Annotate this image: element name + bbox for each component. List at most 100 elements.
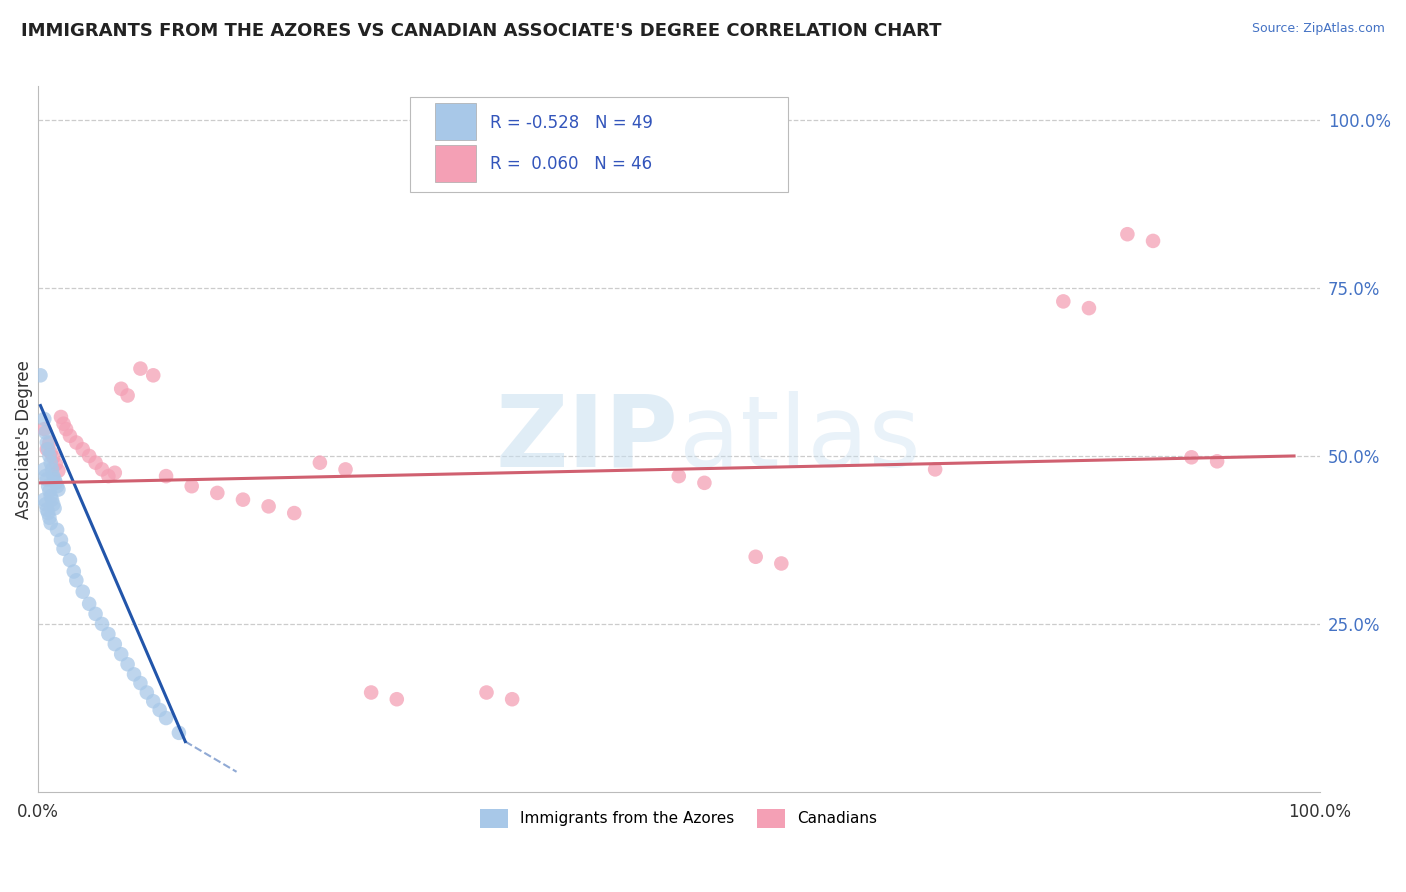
Point xyxy=(1052,294,1074,309)
Point xyxy=(475,685,498,699)
Point xyxy=(49,409,72,424)
Point xyxy=(283,506,305,520)
Text: atlas: atlas xyxy=(679,391,921,488)
Point xyxy=(501,692,523,706)
Point xyxy=(46,479,69,493)
Point xyxy=(35,502,58,516)
Point xyxy=(48,464,70,478)
Point xyxy=(42,469,65,483)
Point xyxy=(37,506,59,520)
Point xyxy=(62,565,84,579)
Point xyxy=(1206,454,1229,468)
Point xyxy=(309,456,332,470)
Point xyxy=(52,417,75,431)
Point xyxy=(104,466,127,480)
Point xyxy=(49,533,72,547)
Point xyxy=(45,475,67,490)
Point xyxy=(39,516,62,531)
Point xyxy=(142,694,165,708)
Point xyxy=(149,703,172,717)
Point xyxy=(97,627,120,641)
Point xyxy=(180,479,202,493)
Point xyxy=(37,479,59,493)
Point xyxy=(122,667,145,681)
Text: R = -0.528   N = 49: R = -0.528 N = 49 xyxy=(491,113,654,131)
Point xyxy=(39,456,62,470)
Point xyxy=(65,574,87,588)
Point xyxy=(135,685,157,699)
Point xyxy=(91,462,114,476)
Bar xyxy=(436,145,477,182)
Text: R =  0.060   N = 46: R = 0.060 N = 46 xyxy=(491,155,652,173)
Point xyxy=(129,361,152,376)
Point xyxy=(77,597,100,611)
Point xyxy=(59,553,82,567)
Point xyxy=(30,368,52,383)
Point xyxy=(84,456,107,470)
Point xyxy=(35,442,58,457)
Point xyxy=(155,469,177,483)
Bar xyxy=(436,103,477,140)
Point xyxy=(77,449,100,463)
Point xyxy=(335,462,357,476)
Point xyxy=(257,500,280,514)
Point xyxy=(34,422,56,436)
Point xyxy=(35,435,58,450)
Point xyxy=(693,475,716,490)
Point xyxy=(37,442,59,457)
Point xyxy=(34,497,56,511)
Point xyxy=(1116,227,1139,242)
Point xyxy=(1180,450,1202,465)
Point xyxy=(110,647,132,661)
Text: IMMIGRANTS FROM THE AZORES VS CANADIAN ASSOCIATE'S DEGREE CORRELATION CHART: IMMIGRANTS FROM THE AZORES VS CANADIAN A… xyxy=(21,22,942,40)
Point xyxy=(34,469,56,483)
Point xyxy=(34,462,56,476)
Point xyxy=(167,726,190,740)
Point xyxy=(38,435,60,450)
Text: ZIP: ZIP xyxy=(496,391,679,488)
Point xyxy=(1142,234,1164,248)
Point xyxy=(129,676,152,690)
Point xyxy=(385,692,408,706)
Point xyxy=(1077,301,1099,315)
FancyBboxPatch shape xyxy=(409,97,787,192)
Point xyxy=(72,584,94,599)
Point xyxy=(38,449,60,463)
Point xyxy=(39,445,62,459)
Point xyxy=(744,549,766,564)
Point xyxy=(117,388,139,402)
Point xyxy=(46,523,69,537)
Point xyxy=(91,617,114,632)
Point xyxy=(232,492,254,507)
Text: Source: ZipAtlas.com: Source: ZipAtlas.com xyxy=(1251,22,1385,36)
Point xyxy=(55,422,77,436)
Point xyxy=(45,457,67,471)
Point xyxy=(44,473,66,487)
Point xyxy=(48,483,70,497)
Point xyxy=(72,442,94,457)
Y-axis label: Associate's Degree: Associate's Degree xyxy=(15,359,32,518)
Point xyxy=(668,469,690,483)
Point xyxy=(97,469,120,483)
Point xyxy=(117,657,139,672)
Point xyxy=(41,462,63,476)
Point xyxy=(155,711,177,725)
Point xyxy=(142,368,165,383)
Legend: Immigrants from the Azores, Canadians: Immigrants from the Azores, Canadians xyxy=(474,803,883,834)
Point xyxy=(770,557,793,571)
Point xyxy=(65,435,87,450)
Point xyxy=(360,685,382,699)
Point xyxy=(42,450,65,465)
Point xyxy=(52,541,75,556)
Point xyxy=(41,492,63,507)
Point xyxy=(38,510,60,524)
Point xyxy=(924,462,946,476)
Point xyxy=(35,473,58,487)
Point xyxy=(39,489,62,503)
Point xyxy=(110,382,132,396)
Point xyxy=(34,492,56,507)
Point xyxy=(38,483,60,498)
Point xyxy=(59,429,82,443)
Point xyxy=(44,501,66,516)
Point xyxy=(42,497,65,511)
